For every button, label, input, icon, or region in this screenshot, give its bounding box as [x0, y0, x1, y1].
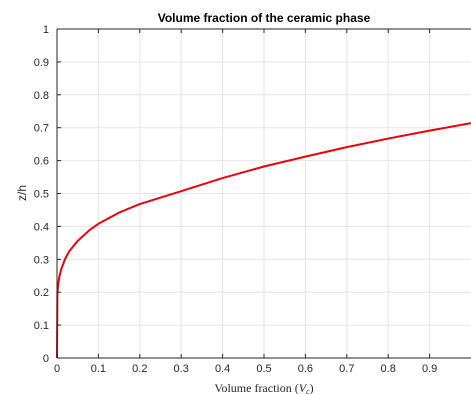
y-tick-label: 0.2	[34, 287, 49, 299]
y-tick-label: 0.3	[34, 254, 49, 266]
x-tick-label: 0.1	[91, 363, 106, 375]
x-tick-label: 0.6	[298, 363, 313, 375]
x-axis-label-sub: c	[306, 387, 310, 394]
plot-series	[56, 122, 471, 359]
y-tick-label: 0.9	[34, 57, 49, 69]
y-axis-label: z/h	[15, 185, 29, 201]
x-tick-label: 0.3	[174, 363, 189, 375]
x-tick-label: 0.8	[381, 363, 396, 375]
x-tick-label: 0.2	[132, 363, 147, 375]
x-axis-label-suffix: )	[310, 381, 314, 394]
chart-title: Volume fraction of the ceramic phase	[158, 11, 371, 25]
y-tick-label: 0.4	[34, 221, 49, 233]
x-tick-label: 0.5	[256, 363, 271, 375]
y-tick-label: 0	[43, 353, 49, 365]
series-line	[56, 122, 471, 359]
x-axis-label-prefix: Volume fraction (	[214, 381, 298, 394]
x-axis-label-var: V	[299, 381, 308, 394]
y-tick-label: 1	[43, 24, 49, 36]
y-tick-label: 0.8	[34, 90, 49, 102]
y-tick-label: 0.1	[34, 320, 49, 332]
ticks: 0 0.1 0.2 0.3 0.4 0.5 0.6 0.7 0.8 0.9 0 0.1 0.2 0.3 0.…	[34, 24, 438, 375]
x-tick-label: 0.4	[215, 363, 230, 375]
y-tick-label: 0.5	[34, 189, 49, 201]
x-tick-label: 0	[54, 363, 60, 375]
y-tick-label: 0.6	[34, 156, 49, 168]
y-tick-label: 0.7	[34, 123, 49, 135]
x-axis-label: Volume fraction (Vc)	[214, 381, 313, 394]
x-tick-label: 0.9	[422, 363, 437, 375]
x-tick-label: 0.7	[339, 363, 354, 375]
